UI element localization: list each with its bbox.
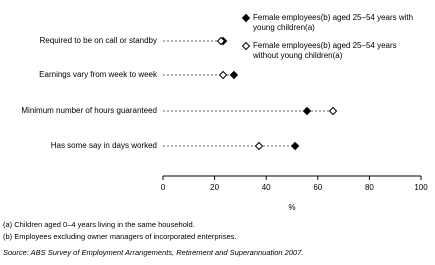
x-tick-label: 40 xyxy=(262,183,271,192)
data-point xyxy=(241,13,251,23)
x-axis-label: % xyxy=(288,203,295,212)
footnote: (b) Employees excluding owner managers o… xyxy=(3,232,237,241)
data-point xyxy=(254,141,264,151)
x-tick-label: 20 xyxy=(210,183,219,192)
category-label: Has some say in days worked xyxy=(51,141,157,150)
data-point xyxy=(290,141,300,151)
source: Source: ABS Survey of Employment Arrange… xyxy=(3,248,304,257)
data-point xyxy=(328,106,338,116)
data-point xyxy=(229,70,239,80)
data-point xyxy=(302,106,312,116)
x-tick-label: 0 xyxy=(161,183,166,192)
category-label: Minimum number of hours guaranteed xyxy=(21,106,157,115)
x-tick-label: 60 xyxy=(313,183,322,192)
category-label: Earnings vary from week to week xyxy=(39,70,158,79)
data-point xyxy=(241,41,251,51)
category-label: Required to be on call or standby xyxy=(40,36,157,45)
data-point xyxy=(218,70,228,80)
x-tick-label: 100 xyxy=(414,183,428,192)
data-point xyxy=(216,36,226,46)
legend-label: Female employees(b) aged 25–54 years wit… xyxy=(253,41,397,60)
x-tick-label: 80 xyxy=(365,183,374,192)
footnote: (a) Children aged 0–4 years living in th… xyxy=(3,220,195,229)
legend-label: Female employees(b) aged 25–54 years wit… xyxy=(253,13,414,32)
